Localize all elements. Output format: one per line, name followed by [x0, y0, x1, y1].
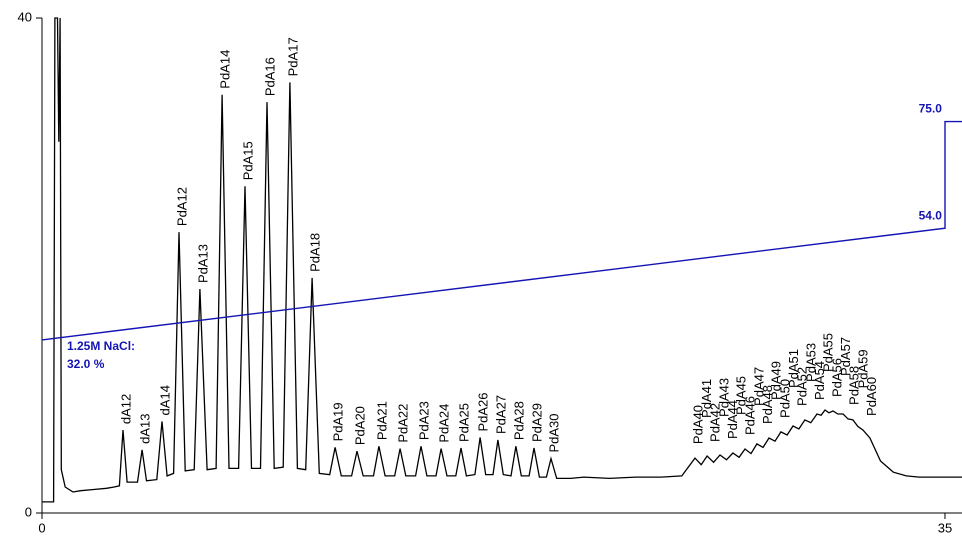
peak-label: dA13 — [138, 414, 153, 444]
peak-label: PdA50 — [777, 379, 792, 418]
peak-label: PdA25 — [456, 403, 471, 442]
peak-label: PdA18 — [308, 233, 323, 272]
series-line — [41, 120, 962, 341]
y-tick-label: 0 — [25, 504, 32, 519]
peak-label: PdA53 — [803, 343, 818, 382]
peak-label: PdA46 — [743, 396, 758, 435]
peak-label: PdA60 — [864, 377, 879, 416]
peak-label: PdA58 — [847, 366, 862, 405]
value-label: 75.0 — [919, 102, 943, 116]
peak-label: PdA57 — [838, 337, 853, 376]
peak-label: PdA14 — [218, 50, 233, 89]
peak-label: PdA45 — [734, 376, 749, 415]
peak-label: PdA54 — [812, 361, 827, 400]
peak-label: PdA29 — [529, 403, 544, 442]
peak-label: PdA55 — [821, 333, 836, 372]
peak-label: PdA20 — [352, 406, 367, 445]
annotation: 1.25M NaCl: — [67, 339, 135, 353]
peak-label: PdA47 — [751, 367, 766, 406]
peak-label: PdA49 — [769, 361, 784, 400]
peak-label: PdA13 — [195, 244, 210, 283]
peak-label: PdA42 — [708, 403, 723, 442]
peak-label: PdA51 — [786, 349, 801, 388]
value-label: 32.0 % — [67, 357, 105, 371]
series-line — [42, 17, 962, 503]
x-tick-label: 0 — [38, 520, 45, 535]
peak-label: PdA28 — [511, 401, 526, 440]
peak-label: PdA44 — [725, 400, 740, 439]
peak-label: PdA27 — [493, 395, 508, 434]
peak-label: PdA41 — [699, 379, 714, 418]
peak-label: PdA52 — [795, 367, 810, 406]
peak-label: dA14 — [157, 385, 172, 415]
peak-label: PdA26 — [476, 392, 491, 431]
value-label: 54.0 — [919, 208, 943, 222]
peak-label: PdA23 — [416, 401, 431, 440]
peak-label: PdA30 — [546, 414, 561, 453]
peak-label: PdA22 — [396, 404, 411, 443]
peak-label: PdA24 — [437, 404, 452, 443]
peak-label: PdA56 — [829, 358, 844, 397]
peak-label: PdA40 — [690, 405, 705, 444]
peak-label: PdA21 — [374, 401, 389, 440]
y-tick-label: 40 — [18, 9, 32, 24]
peak-label: PdA12 — [174, 187, 189, 226]
x-tick-label: 35 — [938, 520, 952, 535]
peak-label: PdA43 — [716, 378, 731, 417]
peak-label: PdA59 — [856, 349, 871, 388]
peak-label: PdA16 — [262, 57, 277, 96]
peak-label: PdA19 — [331, 402, 346, 441]
peak-label: PdA15 — [240, 141, 255, 180]
peak-label: PdA48 — [760, 385, 775, 424]
peak-label: dA12 — [118, 394, 133, 424]
peak-label: PdA17 — [285, 37, 300, 76]
